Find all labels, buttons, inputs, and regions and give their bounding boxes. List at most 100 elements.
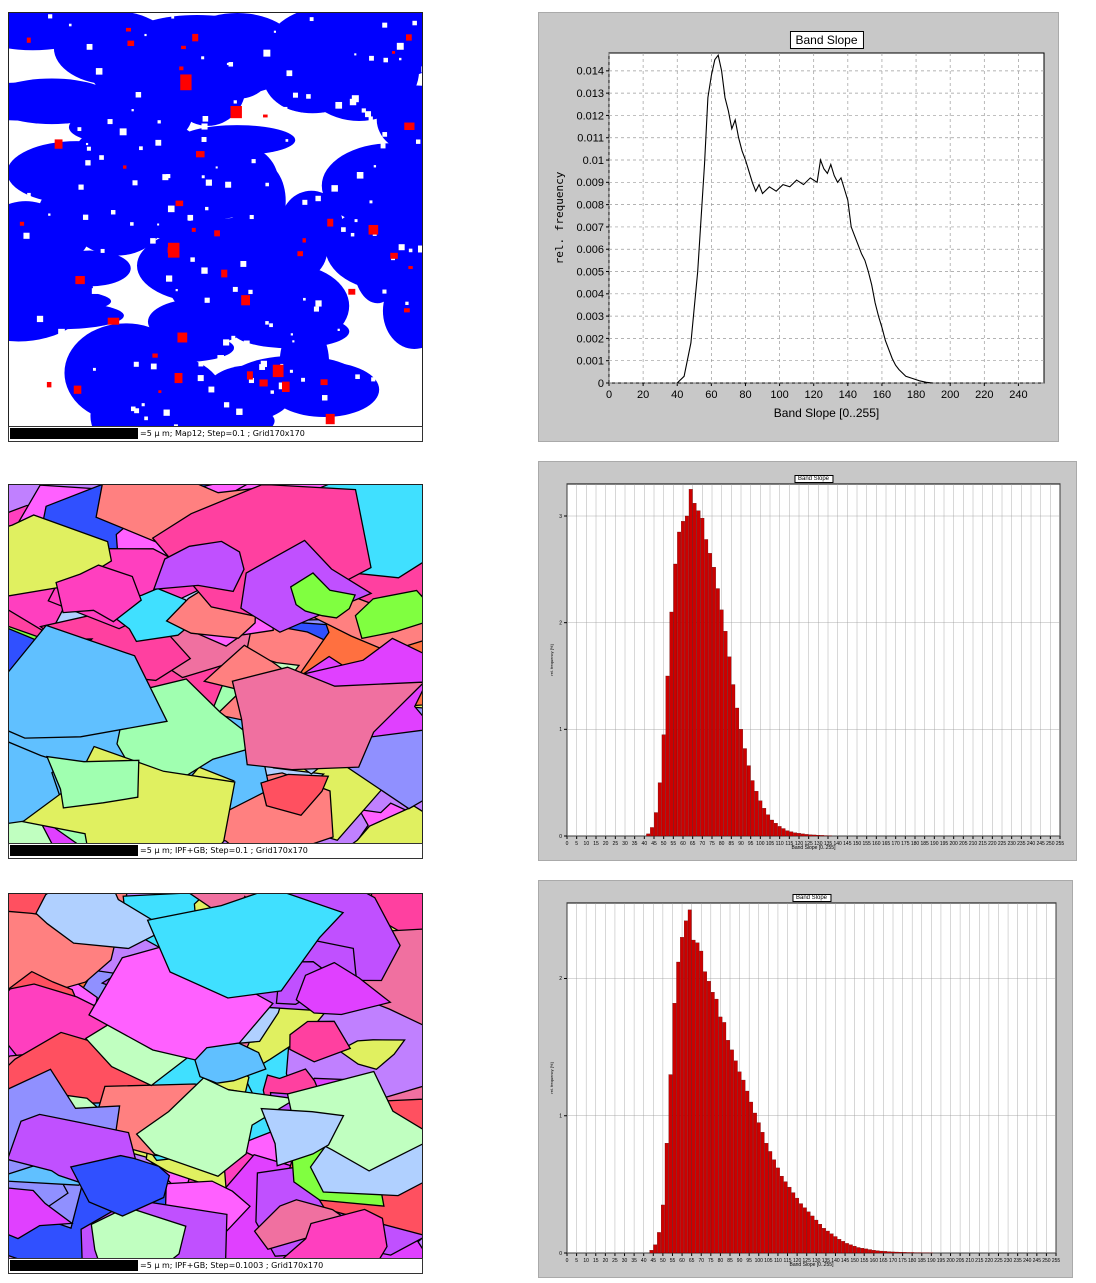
histogram-bar <box>852 1245 857 1254</box>
y-tick-label: 0 <box>559 1251 562 1257</box>
y-tick-label: 0.014 <box>576 66 604 78</box>
histogram-bar <box>750 780 755 837</box>
x-tick-label: 170 <box>889 1258 898 1264</box>
x-tick-label: 200 <box>946 1258 955 1264</box>
histogram-bar <box>703 971 707 1254</box>
x-tick-label: 100 <box>755 1258 764 1264</box>
histogram-bar <box>779 1175 784 1254</box>
histogram-bar <box>864 1248 869 1254</box>
x-tick-label: 130 <box>812 1258 821 1264</box>
histogram-bar <box>646 833 651 837</box>
x-tick-label: 60 <box>705 389 717 401</box>
x-tick-label: 155 <box>862 841 871 847</box>
histogram-bar <box>746 765 751 837</box>
x-tick-label: 135 <box>824 841 833 847</box>
x-tick-label: 115 <box>785 841 793 847</box>
x-tick-label: 175 <box>898 1258 907 1264</box>
histogram-bar <box>700 517 705 837</box>
histogram-bar <box>860 1248 865 1254</box>
histogram-bar <box>837 1239 842 1254</box>
histogram-bar <box>704 539 709 837</box>
y-tick-label: 0.001 <box>576 356 604 368</box>
y-tick-label: 0 <box>598 378 604 390</box>
x-tick-label: 0 <box>566 1258 569 1264</box>
x-tick-label: 50 <box>660 1258 666 1264</box>
y-tick-label: 0.004 <box>576 289 604 301</box>
x-tick-label: 0 <box>566 841 569 847</box>
histogram-bar <box>820 835 825 837</box>
x-tick-label: 165 <box>882 841 891 847</box>
histogram-bar <box>887 1251 892 1254</box>
x-tick-label: 230 <box>1007 841 1016 847</box>
map-caption-text: =5 μ m; IPF+GB; Step=0.1003 ; Grid170x17… <box>140 1261 324 1270</box>
x-tick-label: 0 <box>606 389 612 401</box>
histogram-bar <box>696 510 701 837</box>
histogram-bar <box>692 503 697 837</box>
histogram-bar <box>906 1252 911 1254</box>
histogram-bar <box>799 1203 803 1254</box>
x-tick-label: 25 <box>612 1258 618 1264</box>
histogram-bar <box>661 734 666 837</box>
x-tick-label: 55 <box>670 1258 676 1264</box>
x-tick-label: 90 <box>737 1258 743 1264</box>
x-tick-label: 225 <box>998 841 1007 847</box>
x-tick-label: 220 <box>985 1258 994 1264</box>
y-axis-label: rel. frequency <box>553 171 566 264</box>
histogram-bar <box>649 1250 654 1254</box>
histogram-bar <box>883 1251 888 1254</box>
x-tick-label: 160 <box>872 841 881 847</box>
histogram-bar <box>735 707 740 837</box>
x-tick-label: 230 <box>1004 1258 1013 1264</box>
x-tick-label: 235 <box>1017 841 1026 847</box>
histogram-bar <box>723 631 728 837</box>
y-tick-label: 0.006 <box>576 244 604 256</box>
x-tick-label: 220 <box>988 841 997 847</box>
x-tick-label: 10 <box>584 841 590 847</box>
x-tick-label: 70 <box>700 841 706 847</box>
x-tick-label: 80 <box>719 841 725 847</box>
x-tick-label: 40 <box>641 1258 647 1264</box>
plot-area <box>566 483 1061 837</box>
series-line <box>676 53 934 384</box>
histogram-bar <box>833 1236 838 1254</box>
map-caption: =5 μ m; IPF+GB; Step=0.1 ; Grid170x170 <box>8 843 423 859</box>
y-tick-label: 2 <box>559 976 562 982</box>
histogram-bar <box>848 1244 853 1254</box>
histogram-bar <box>712 567 716 837</box>
x-tick-label: 85 <box>729 841 735 847</box>
ipf-map <box>8 893 423 1260</box>
x-tick-label: 15 <box>593 841 599 847</box>
plot-area <box>566 902 1057 1254</box>
histogram-bar <box>668 1074 673 1254</box>
histogram-bar <box>793 832 798 837</box>
histogram-bar <box>910 1252 915 1254</box>
histogram-bar <box>825 1230 830 1254</box>
x-tick-label: 150 <box>853 841 862 847</box>
y-tick-label: 0.008 <box>576 199 604 211</box>
x-tick-label: 65 <box>689 1258 695 1264</box>
x-tick-label: 30 <box>622 1258 628 1264</box>
x-tick-label: 80 <box>718 1258 724 1264</box>
x-tick-label: 250 <box>1046 841 1055 847</box>
y-axis-label: rel. frequency [%] <box>549 644 554 675</box>
x-tick-label: 120 <box>805 389 823 401</box>
y-tick-label: 0.009 <box>576 177 604 189</box>
x-tick-label: 15 <box>593 1258 599 1264</box>
histogram-bar <box>654 812 658 837</box>
x-tick-label: 215 <box>975 1258 984 1264</box>
histogram-bar <box>742 748 747 837</box>
x-tick-label: 180 <box>911 841 920 847</box>
histogram-bar <box>657 1232 661 1254</box>
y-tick-label: 1 <box>559 1113 562 1119</box>
x-tick-label: 120 <box>795 841 804 847</box>
histogram-bar <box>753 1112 757 1254</box>
x-tick-label: 70 <box>698 1258 704 1264</box>
x-tick-label: 180 <box>907 389 925 401</box>
x-axis-label: Band Slope [0..255] <box>790 1262 835 1268</box>
histogram-bar <box>879 1250 884 1254</box>
x-tick-label: 200 <box>941 389 959 401</box>
x-tick-label: 90 <box>738 841 744 847</box>
histogram-bar <box>795 1197 799 1254</box>
histogram-bar <box>808 834 813 837</box>
x-tick-label: 240 <box>1023 1258 1032 1264</box>
